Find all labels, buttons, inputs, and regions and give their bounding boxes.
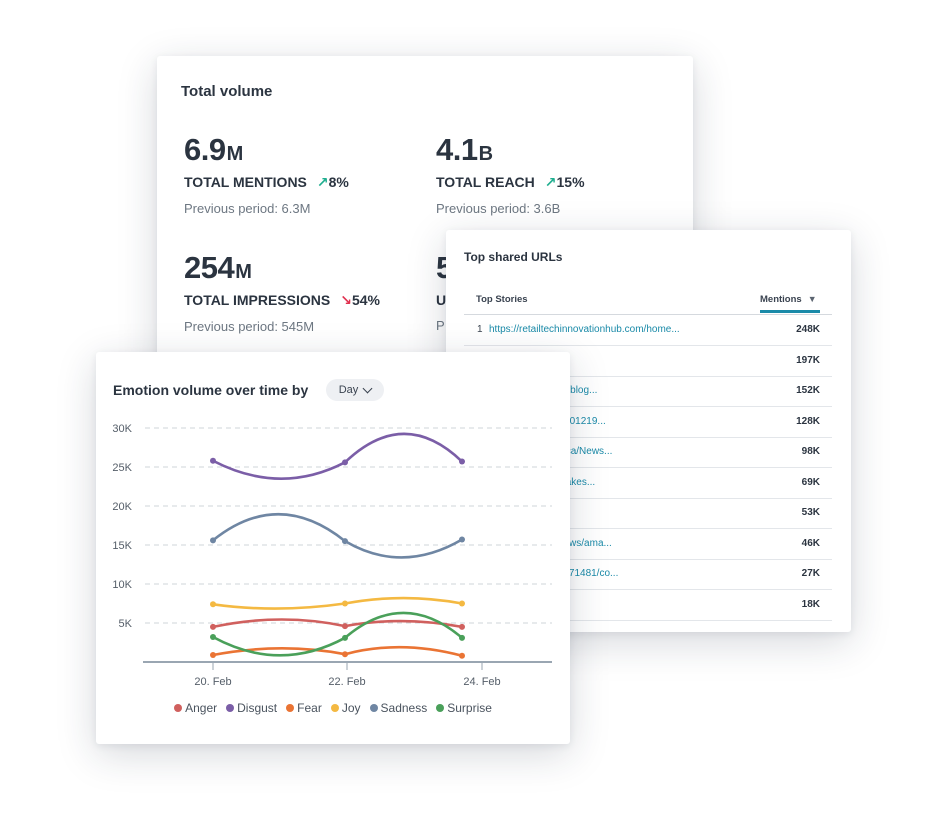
trend-up-icon: ↗ (544, 174, 557, 190)
data-point-disgust (210, 457, 216, 464)
data-point-joy (459, 600, 465, 607)
series-line-disgust (211, 432, 464, 480)
trend-up-icon: ↗ (316, 174, 329, 190)
metric-change: 54% (351, 292, 381, 308)
metric-total-mentions: 6.9M TOTAL MENTIONS ↗8% Previous period: … (184, 132, 349, 216)
legend-item[interactable]: Fear (286, 701, 322, 715)
mentions-count: 197K (796, 354, 820, 366)
legend-label: Anger (185, 701, 218, 715)
trend-down-icon: ↘ (340, 292, 352, 308)
legend-label: Sadness (380, 701, 428, 715)
y-tick-label: 15K (112, 540, 132, 552)
data-point-sadness (459, 536, 465, 543)
metric-total-reach: 4.1B TOTAL REACH ↗15% Previous period: 3.… (436, 132, 585, 216)
mentions-count: 69K (801, 476, 820, 488)
granularity-dropdown-value: Day (338, 384, 359, 396)
legend-dot-icon (436, 704, 445, 712)
data-point-anger (210, 623, 216, 630)
y-tick-label: 30K (112, 423, 132, 435)
top-shared-urls-title: Top shared URLs (464, 250, 563, 264)
header-divider (464, 314, 832, 315)
mentions-count: 248K (796, 324, 820, 335)
active-sort-underline (760, 310, 820, 313)
mentions-count: 53K (801, 507, 820, 518)
data-point-joy (342, 600, 348, 607)
legend-dot-icon (369, 704, 378, 712)
mentions-count: 18K (801, 598, 820, 610)
metric-unit: M (226, 143, 244, 165)
mentions-count: 128K (796, 415, 820, 427)
data-point-anger (459, 623, 465, 630)
metric-change: 8% (328, 174, 349, 190)
x-tick-label: 22. Feb (328, 676, 365, 688)
legend-dot-icon (330, 704, 339, 712)
column-header-mentions-label: Mentions (760, 294, 802, 305)
x-tick-label: 24. Feb (463, 676, 500, 688)
y-tick-label: 5K (119, 618, 133, 630)
data-point-surprise (342, 634, 348, 641)
sort-desc-icon: ▼ (807, 294, 817, 304)
data-point-disgust (342, 459, 348, 466)
metric-previous-period: Previous period: 545M (184, 319, 315, 334)
metric-label: TOTAL IMPRESSIONS (184, 292, 331, 308)
metric-label: U (436, 292, 447, 308)
data-point-sadness (210, 537, 216, 544)
metric-previous-period: Previous period: 6.3M (184, 201, 311, 216)
metric-value: 6.9 (184, 132, 226, 167)
data-point-fear (342, 651, 348, 658)
data-point-surprise (210, 634, 216, 641)
metric-unit: M (235, 261, 252, 283)
data-point-sadness (342, 538, 348, 545)
legend-label: Disgust (237, 701, 278, 715)
legend-dot-icon (226, 704, 235, 712)
metric-unit: B (478, 143, 493, 165)
emotion-line-chart: 30K 25K 20K 15K 10K 5K 20. Feb 22. Feb 24. Feb (112, 423, 552, 688)
data-point-fear (459, 652, 465, 659)
metric-previous-period: Previous period: 3.6B (436, 201, 561, 216)
table-row: 1 https://retailtechinnovationhub.com/hom… (464, 315, 832, 346)
legend-item[interactable]: Joy (330, 701, 361, 715)
data-point-joy (210, 601, 216, 608)
column-header-mentions[interactable]: Mentions ▼ (760, 294, 817, 305)
legend-item[interactable]: Surprise (436, 701, 492, 715)
legend-item[interactable]: Anger (174, 701, 217, 715)
metric-value: 4.1 (436, 132, 478, 167)
column-header-top-stories[interactable]: Top Stories (476, 294, 528, 305)
mentions-count: 46K (801, 537, 820, 549)
series-line-sadness (211, 513, 464, 559)
mentions-count: 27K (801, 568, 820, 579)
total-volume-card: Total volume 6.9M TOTAL MENTIONS ↗8% Prev… (157, 56, 693, 376)
series-line-joy (211, 596, 464, 610)
emotion-volume-card: Emotion volume over time by Day 30K 25K 20… (96, 352, 570, 744)
legend-label: Joy (341, 701, 361, 715)
total-volume-title: Total volume (181, 83, 273, 100)
story-url-link[interactable]: https://retailtechinnovationhub.com/home… (489, 324, 680, 335)
metric-change: 15% (556, 174, 585, 190)
legend-item[interactable]: Disgust (226, 701, 277, 715)
legend-label: Fear (297, 701, 322, 715)
x-tick-label: 20. Feb (194, 676, 231, 688)
legend-label: Surprise (447, 701, 492, 715)
granularity-dropdown[interactable]: Day (326, 379, 384, 401)
legend-dot-icon (174, 704, 183, 712)
metric-label: TOTAL MENTIONS (184, 174, 307, 190)
y-tick-label: 25K (112, 462, 132, 474)
y-tick-label: 20K (112, 501, 132, 513)
metric-previous-period: P (436, 318, 445, 333)
y-tick-label: 10K (112, 579, 132, 591)
data-point-surprise (459, 634, 465, 641)
emotion-chart-title: Emotion volume over time by (113, 382, 309, 398)
row-rank: 1 (477, 324, 483, 335)
data-point-disgust (459, 458, 465, 465)
mentions-count: 152K (796, 385, 820, 396)
data-point-anger (342, 623, 348, 630)
legend-dot-icon (286, 704, 295, 712)
metric-label: TOTAL REACH (436, 174, 535, 190)
legend-item[interactable]: Sadness (369, 701, 428, 715)
chart-legend: Anger Disgust Fear Joy Sadness Surprise (96, 701, 570, 715)
metric-total-impressions: 254M TOTAL IMPRESSIONS ↘54% Previous peri… (184, 250, 380, 334)
metric-value: 254 (184, 250, 235, 285)
mentions-count: 98K (801, 446, 820, 457)
data-point-fear (210, 651, 216, 658)
